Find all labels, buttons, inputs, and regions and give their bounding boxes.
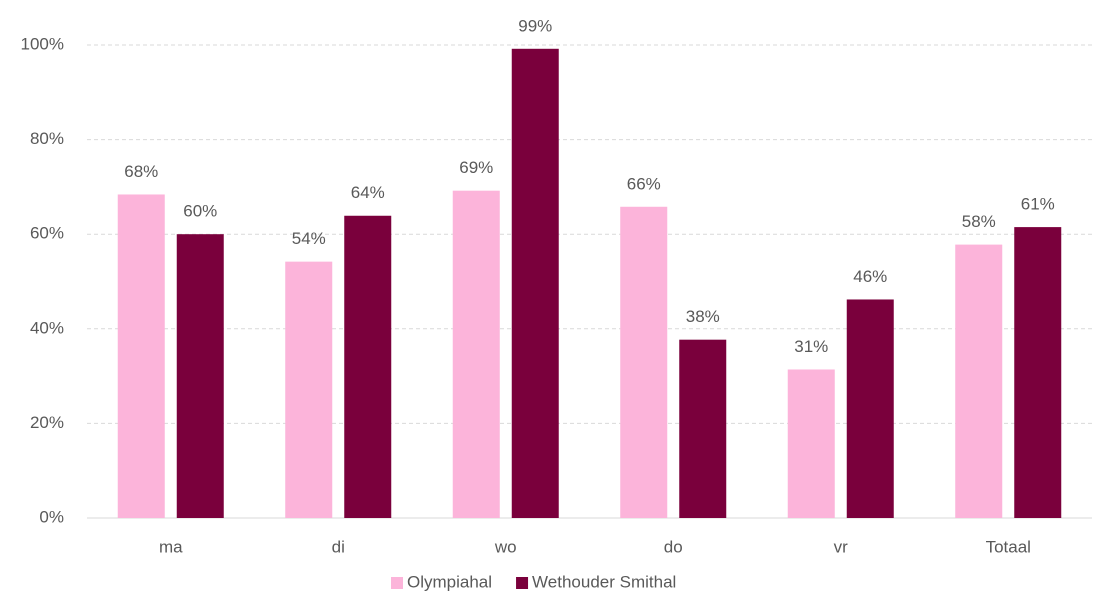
y-tick-label: 60% bbox=[30, 224, 64, 243]
value-label: 69% bbox=[459, 158, 493, 177]
bar bbox=[787, 369, 835, 518]
bar bbox=[955, 244, 1003, 518]
value-label: 60% bbox=[183, 202, 217, 221]
bar bbox=[117, 194, 165, 518]
x-tick-label: di bbox=[332, 537, 345, 556]
bar bbox=[176, 234, 224, 518]
value-label: 64% bbox=[351, 183, 385, 202]
y-tick-label: 0% bbox=[39, 507, 64, 526]
bar bbox=[620, 206, 668, 519]
bar bbox=[344, 215, 392, 519]
value-label: 66% bbox=[627, 174, 661, 193]
value-label: 68% bbox=[124, 162, 158, 181]
legend-swatch bbox=[391, 577, 403, 589]
legend-label: Wethouder Smithal bbox=[532, 572, 676, 591]
value-label: 58% bbox=[962, 212, 996, 231]
y-tick-label: 20% bbox=[30, 413, 64, 432]
x-tick-label: vr bbox=[834, 537, 849, 556]
x-tick-label: Totaal bbox=[986, 537, 1031, 556]
value-label: 38% bbox=[686, 307, 720, 326]
bar bbox=[285, 261, 333, 518]
x-tick-label: wo bbox=[494, 537, 517, 556]
y-tick-label: 100% bbox=[21, 34, 64, 53]
legend-swatch bbox=[516, 577, 529, 589]
bar bbox=[452, 190, 500, 518]
value-label: 31% bbox=[794, 337, 828, 356]
value-label: 99% bbox=[518, 16, 552, 35]
value-label: 54% bbox=[292, 229, 326, 248]
bar bbox=[679, 339, 727, 518]
bar bbox=[846, 299, 894, 518]
y-tick-label: 40% bbox=[30, 318, 64, 337]
value-label: 46% bbox=[853, 267, 887, 286]
x-tick-label: ma bbox=[159, 537, 183, 556]
y-tick-label: 80% bbox=[30, 129, 64, 148]
value-label: 61% bbox=[1021, 195, 1055, 214]
legend-label: Olympiahal bbox=[407, 572, 492, 591]
x-tick-label: do bbox=[664, 537, 683, 556]
bar bbox=[511, 48, 559, 519]
bar bbox=[1014, 227, 1062, 519]
